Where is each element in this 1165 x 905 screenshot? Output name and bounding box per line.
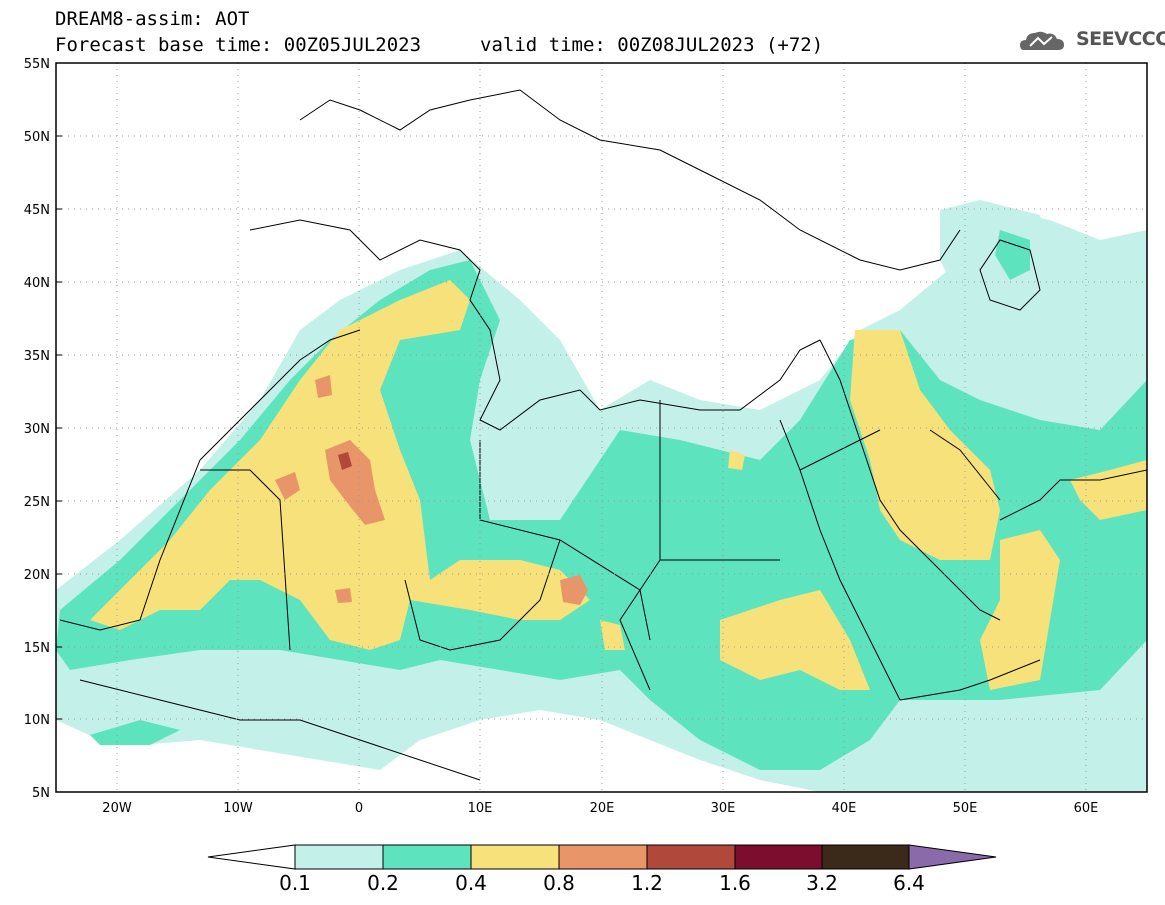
colorbar-segment <box>382 844 472 870</box>
colorbar-label: 3.2 <box>806 871 838 895</box>
lon-label: 0 <box>355 801 363 816</box>
lat-label: 40N <box>24 276 50 291</box>
coastlines <box>59 89 1147 781</box>
colorbar-label: 1.6 <box>719 871 751 895</box>
lon-label: 50E <box>953 801 978 816</box>
title-forecast-base-time: Forecast base time: 00Z05JUL2023 <box>55 34 422 56</box>
colorbar-label: 0.8 <box>543 871 575 895</box>
lat-label: 50N <box>24 130 50 145</box>
colorbar-low-arrow <box>207 844 296 870</box>
lon-label: 60E <box>1074 801 1099 816</box>
title-line-1: DREAM8-assim: AOT <box>55 8 250 30</box>
lat-label: 15N <box>24 641 50 656</box>
colorbar-segment <box>470 844 560 870</box>
lon-label: 20W <box>102 801 132 816</box>
colorbar-segment <box>646 844 736 870</box>
lon-label: 20E <box>590 801 615 816</box>
lat-label: 10N <box>24 713 50 728</box>
lat-label: 20N <box>24 568 50 583</box>
colorbar-segment <box>821 844 910 870</box>
colorbar-segment <box>734 844 823 870</box>
lat-label: 30N <box>24 422 50 437</box>
lat-ticks <box>56 62 62 793</box>
logo-text: SEEVCCC <box>1076 28 1165 50</box>
colorbar-label: 0.2 <box>367 871 399 895</box>
colorbar-label: 0.1 <box>279 871 311 895</box>
lat-label: 55N <box>24 57 50 72</box>
lat-label: 25N <box>24 495 50 510</box>
lat-label: 45N <box>24 203 50 218</box>
aot-band-1.2 <box>338 452 352 470</box>
colorbar-segment <box>558 844 648 870</box>
lat-label: 35N <box>24 349 50 364</box>
title-valid-time: valid time: 00Z08JUL2023 (+72) <box>480 34 824 56</box>
colorbar-label: 1.2 <box>631 871 663 895</box>
lon-label: 30E <box>711 801 736 816</box>
colorbar <box>207 844 997 870</box>
colorbar-label: 6.4 <box>893 871 925 895</box>
colorbar-label: 0.4 <box>455 871 487 895</box>
colorbar-high-arrow <box>908 844 997 870</box>
lon-label: 10W <box>223 801 253 816</box>
lon-label: 10E <box>468 801 493 816</box>
cloud-logo-icon <box>1020 31 1064 50</box>
lon-label: 40E <box>832 801 857 816</box>
lat-label: 5N <box>32 786 50 801</box>
colorbar-segment <box>294 844 384 870</box>
